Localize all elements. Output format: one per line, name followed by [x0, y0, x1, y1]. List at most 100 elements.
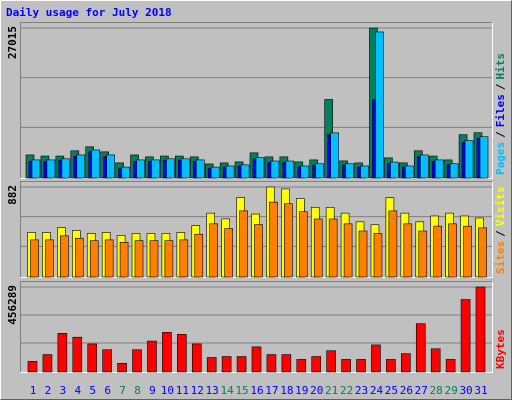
x-tick-label: 29	[445, 384, 458, 397]
y-tick-label: 882	[6, 185, 19, 205]
bar	[221, 356, 232, 373]
bar	[390, 161, 399, 179]
legend-separator: /	[494, 230, 507, 237]
x-tick-label: 10	[161, 384, 174, 397]
bar	[91, 149, 101, 179]
bar	[89, 240, 99, 278]
bar	[479, 136, 489, 179]
bar	[296, 359, 307, 373]
bar	[209, 223, 218, 278]
panel-light	[20, 281, 493, 373]
bar	[343, 223, 353, 278]
bar	[449, 163, 459, 179]
bar	[254, 224, 263, 278]
bar	[388, 210, 398, 278]
legend-entry: KBytes	[494, 329, 507, 369]
bar	[315, 163, 325, 179]
x-tick-label: 1	[30, 384, 37, 397]
bar	[225, 165, 235, 179]
legend: Sites / Visits	[494, 187, 507, 275]
bar	[251, 346, 262, 373]
bar	[430, 348, 441, 373]
x-tick-label: 26	[400, 384, 413, 397]
x-tick-label: 16	[250, 384, 263, 397]
bar	[460, 299, 471, 373]
bar	[136, 159, 145, 179]
bar	[57, 333, 68, 373]
bar	[106, 154, 115, 179]
panel-dark	[20, 281, 493, 373]
bar	[30, 239, 39, 278]
x-tick-label: 5	[89, 384, 96, 397]
bar	[475, 286, 486, 373]
bar	[162, 332, 172, 373]
bar	[194, 233, 204, 278]
x-tick-label: 21	[325, 384, 338, 397]
bar	[191, 343, 202, 373]
bar	[240, 164, 250, 179]
bar	[356, 359, 366, 373]
bar	[151, 159, 160, 179]
chart-title: Daily usage for July 2018	[6, 6, 172, 19]
bar	[224, 228, 233, 278]
bar	[326, 350, 336, 373]
bar	[270, 160, 280, 179]
bar	[255, 157, 265, 179]
x-tick-label: 4	[74, 384, 81, 397]
bar	[358, 230, 368, 278]
panel-dark	[20, 181, 493, 278]
x-tick-label: 12	[191, 384, 204, 397]
bar	[132, 349, 142, 373]
bar	[195, 159, 205, 179]
bar	[179, 239, 189, 278]
x-tick-label: 6	[104, 384, 111, 397]
bar	[121, 166, 130, 179]
x-tick-label: 17	[265, 384, 278, 397]
legend: Pages / Files / Hits	[494, 53, 507, 175]
bar	[117, 362, 127, 373]
bar	[166, 158, 175, 179]
x-tick-label: 11	[176, 384, 189, 397]
bar	[27, 361, 38, 373]
bar	[281, 354, 292, 373]
bar	[210, 166, 220, 179]
legend-entry: Files	[494, 94, 507, 127]
bar	[433, 225, 443, 278]
bar	[415, 323, 426, 373]
bar	[330, 132, 339, 179]
bar	[181, 158, 190, 179]
legend-entry: Sites	[494, 241, 507, 274]
bar	[311, 356, 322, 373]
bar	[445, 359, 456, 373]
bar	[177, 334, 187, 373]
bar	[164, 240, 174, 278]
legend-entry: Visits	[494, 187, 507, 227]
x-tick-label: 30	[459, 384, 472, 397]
bar	[419, 154, 429, 179]
bar	[463, 225, 472, 278]
bar	[405, 165, 414, 179]
bar	[236, 356, 247, 373]
bar	[31, 159, 41, 179]
bar	[464, 140, 474, 179]
bar	[300, 165, 310, 179]
bar	[147, 340, 157, 373]
bar	[403, 223, 413, 278]
bar	[42, 354, 53, 373]
bar	[418, 230, 428, 278]
bar	[75, 237, 84, 278]
x-tick-label: 14	[221, 384, 235, 397]
bar	[360, 165, 369, 179]
y-tick-label: 456289	[6, 285, 19, 325]
bar	[375, 31, 384, 179]
x-tick-label: 15	[235, 384, 248, 397]
legend-entry: Hits	[494, 53, 507, 80]
bar	[285, 160, 295, 179]
bar	[102, 349, 112, 373]
x-tick-label: 13	[206, 384, 219, 397]
bar	[134, 240, 144, 278]
x-tick-label: 19	[295, 384, 308, 397]
x-tick-label: 20	[310, 384, 323, 397]
